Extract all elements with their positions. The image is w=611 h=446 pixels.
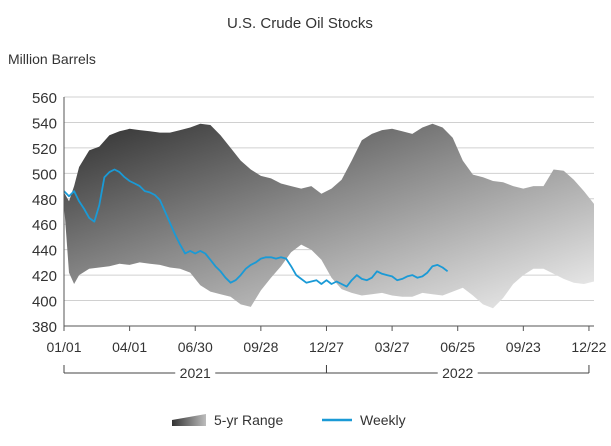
weekly-series-line — [63, 168, 449, 288]
y-tick-label: 460 — [32, 217, 57, 234]
y-axis-label: Million Barrels — [8, 51, 96, 67]
legend-weekly-label: Weekly — [360, 412, 406, 428]
legend: 5-yr Range Weekly — [172, 412, 406, 428]
y-tick-labels: 560 540 520 500 480 460 440 420 400 380 — [32, 90, 57, 336]
x-tick-label: 12/22 — [571, 339, 606, 355]
y-tick-label: 540 — [32, 115, 57, 132]
axes — [63, 97, 594, 331]
x-tick-label: 12/27 — [309, 339, 344, 355]
y-tick-label: 400 — [32, 294, 57, 311]
year-label-background — [175, 365, 216, 381]
year-brackets: 2021 2022 — [63, 365, 590, 381]
y-tick-label: 500 — [32, 166, 57, 183]
y-tick-label: 520 — [32, 141, 57, 158]
x-tick-label: 04/01 — [112, 339, 147, 355]
x-tick-label: 06/30 — [178, 339, 213, 355]
x-tick-labels: 01/01 04/01 06/30 09/28 12/27 03/27 06/25 09/23… — [46, 339, 606, 355]
five-year-range-area — [64, 123, 594, 309]
y-tick-label: 440 — [32, 243, 57, 260]
year-label: 2021 — [180, 365, 211, 381]
chart-title: U.S. Crude Oil Stocks — [227, 15, 373, 32]
legend-range-label: 5-yr Range — [214, 412, 283, 428]
x-tick-label: 09/23 — [506, 339, 541, 355]
year-label-background — [437, 365, 478, 381]
y-tick-label: 480 — [32, 192, 57, 209]
y-tick-label: 420 — [32, 268, 57, 285]
x-tick-label: 01/01 — [46, 339, 81, 355]
y-tick-label: 380 — [32, 319, 57, 336]
x-tick-label: 09/28 — [243, 339, 278, 355]
legend-range-swatch — [172, 414, 206, 426]
x-tick-label: 06/25 — [440, 339, 475, 355]
year-label: 2022 — [442, 365, 473, 381]
x-tick-label: 03/27 — [375, 339, 410, 355]
y-tick-label: 560 — [32, 90, 57, 107]
